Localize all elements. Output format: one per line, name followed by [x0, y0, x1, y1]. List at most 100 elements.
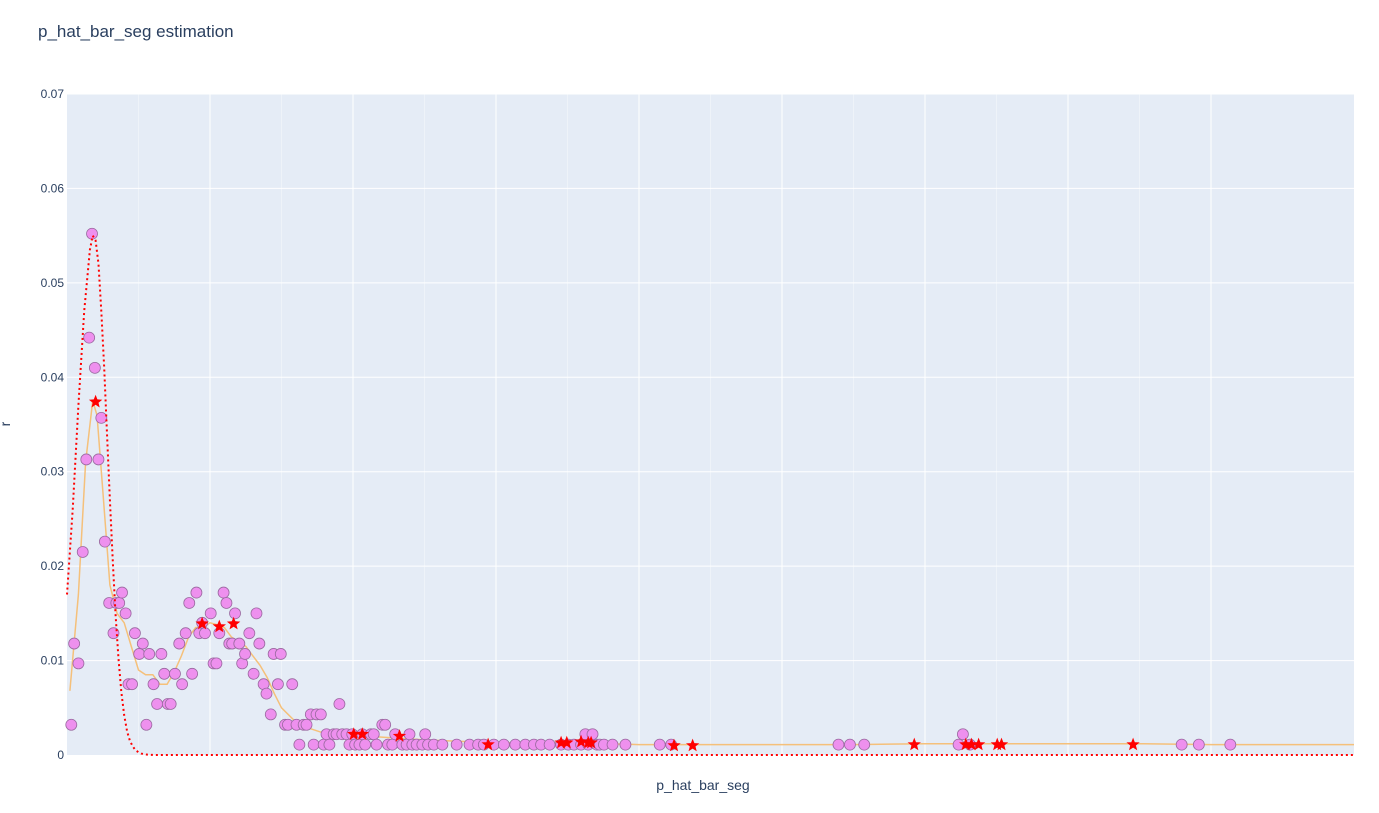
- data-point: [119, 607, 132, 620]
- data-point: [116, 586, 128, 599]
- data-point: [190, 586, 203, 599]
- data-point: [1192, 738, 1205, 751]
- data-point: [239, 648, 251, 660]
- data-point: [243, 627, 256, 640]
- y-tick-label: 0.01: [41, 654, 65, 668]
- data-point: [272, 678, 284, 691]
- data-point: [151, 698, 163, 710]
- data-point: [95, 411, 108, 424]
- data-point: [1224, 738, 1237, 751]
- data-point: [314, 708, 327, 721]
- data-point: [509, 738, 522, 751]
- star-marker: [392, 729, 407, 742]
- data-point: [176, 678, 189, 691]
- data-point: [359, 738, 372, 751]
- series-layer: [65, 227, 1354, 756]
- data-point: [264, 708, 277, 721]
- data-point: [233, 637, 246, 650]
- data-point: [92, 453, 105, 466]
- data-point: [370, 738, 383, 751]
- x-axis-title: p_hat_bar_seg: [656, 777, 749, 793]
- star-marker: [226, 616, 241, 630]
- data-point: [173, 637, 186, 650]
- data-point: [126, 678, 138, 691]
- data-point: [169, 667, 181, 680]
- star-marker: [554, 735, 568, 749]
- data-point: [76, 546, 89, 558]
- data-point: [260, 687, 273, 700]
- data-point: [379, 718, 392, 731]
- y-tick-label: 0: [57, 748, 64, 762]
- data-point: [140, 718, 153, 731]
- y-tick-label: 0.02: [41, 559, 65, 573]
- data-point: [497, 738, 510, 751]
- data-point: [80, 453, 93, 466]
- data-point: [158, 667, 171, 680]
- data-point: [136, 637, 149, 650]
- y-tick-label: 0.07: [41, 87, 65, 101]
- data-point: [956, 728, 969, 741]
- data-point: [300, 718, 313, 731]
- star-marker: [907, 737, 921, 751]
- data-point: [274, 648, 287, 660]
- data-point: [155, 648, 168, 660]
- data-point: [204, 607, 217, 620]
- data-point: [199, 627, 211, 640]
- star-marker: [195, 616, 209, 630]
- y-tick-label: 0.03: [41, 465, 65, 479]
- y-axis-title: r: [0, 421, 13, 426]
- star-marker: [1126, 737, 1140, 751]
- data-point: [253, 637, 266, 650]
- data-point: [98, 535, 111, 548]
- data-point: [229, 607, 241, 620]
- smooth-line: [69, 400, 1354, 746]
- star-marker: [964, 737, 979, 751]
- y-tick-label: 0.06: [41, 181, 65, 195]
- data-point: [86, 227, 98, 240]
- star-marker: [212, 619, 226, 633]
- data-point: [88, 361, 101, 374]
- data-point: [653, 738, 666, 751]
- data-point: [293, 738, 306, 751]
- data-point: [133, 648, 146, 660]
- data-point: [323, 738, 336, 751]
- data-point: [844, 738, 856, 751]
- data-point: [858, 738, 871, 751]
- data-point: [1175, 738, 1188, 751]
- y-tick-label: 0.04: [41, 370, 65, 384]
- y-tick-label: 0.05: [41, 276, 65, 290]
- data-point: [143, 648, 156, 660]
- data-point: [183, 597, 196, 609]
- star-marker: [686, 738, 700, 752]
- data-point: [186, 667, 199, 680]
- star-marker: [560, 735, 574, 749]
- data-point: [72, 657, 85, 670]
- data-point: [220, 597, 233, 609]
- data-point: [450, 738, 463, 751]
- data-point: [210, 657, 223, 670]
- data-point: [83, 331, 96, 344]
- data-point: [543, 738, 556, 751]
- star-marker: [574, 734, 588, 748]
- data-point: [65, 718, 78, 731]
- star-marker: [959, 737, 973, 751]
- data-point: [147, 678, 160, 691]
- chart-title: p_hat_bar_seg estimation: [38, 22, 234, 41]
- star-marker: [972, 737, 986, 751]
- data-point: [436, 738, 449, 751]
- y-tick-labels: 0 0.01 0.02 0.03 0.04 0.05 0.06 0.07: [41, 87, 65, 762]
- data-point: [179, 627, 192, 640]
- gridlines: [67, 93, 1354, 755]
- data-point: [286, 678, 299, 691]
- data-point: [307, 738, 320, 751]
- data-point: [113, 597, 126, 609]
- data-point: [367, 728, 380, 741]
- data-point: [247, 667, 260, 680]
- data-point: [68, 637, 81, 650]
- data-point: [164, 698, 177, 710]
- data-point: [217, 586, 230, 599]
- star-marker: [994, 737, 1009, 751]
- star-marker: [88, 394, 103, 408]
- data-point: [832, 738, 845, 751]
